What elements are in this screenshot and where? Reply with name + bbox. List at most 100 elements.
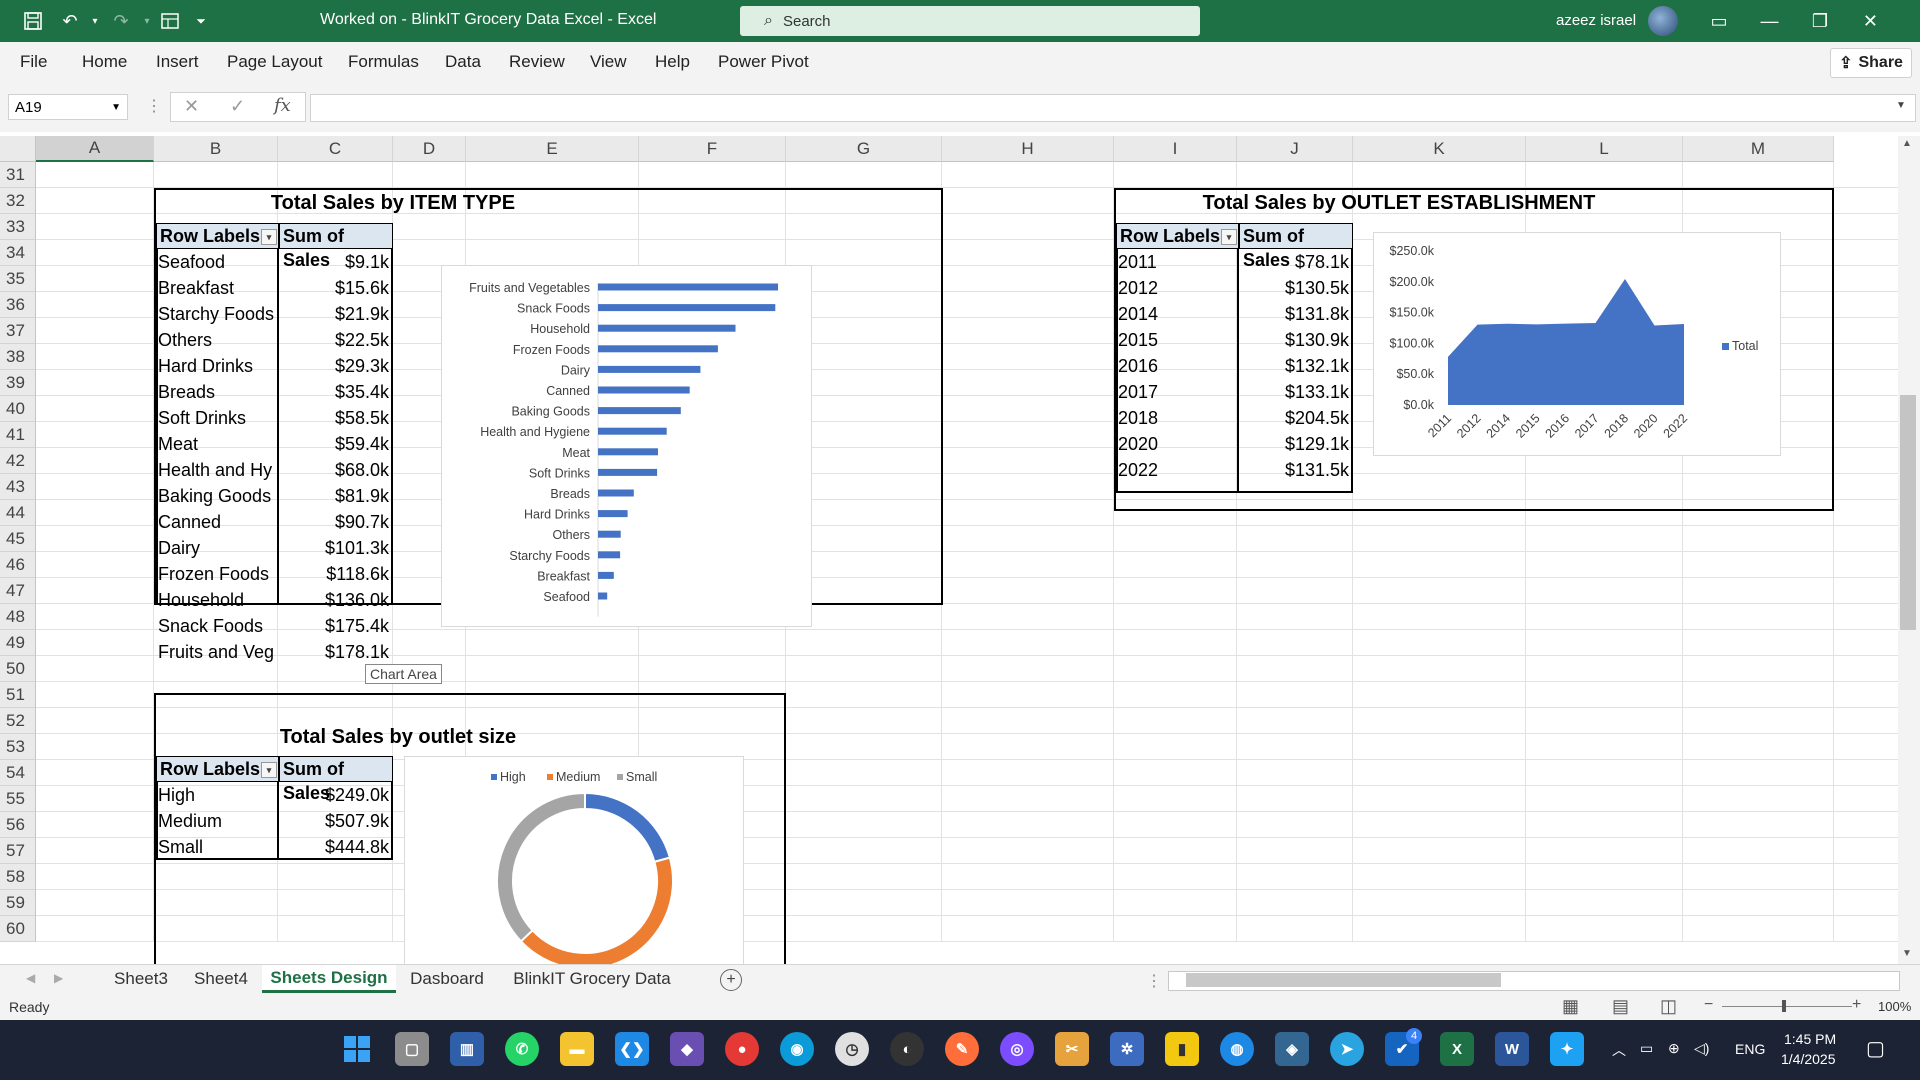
pivot-row-label[interactable]: Small [158, 837, 204, 857]
restore-icon[interactable]: ❐ [1811, 10, 1828, 31]
row-header-58[interactable]: 58 [0, 864, 36, 890]
bar-mark[interactable] [598, 489, 634, 497]
pivot-row-label[interactable]: 2016 [1118, 356, 1159, 376]
column-header-d[interactable]: D [393, 136, 466, 162]
bar-mark[interactable] [598, 551, 621, 559]
pivot-row-label[interactable]: Seafood [158, 252, 226, 272]
column-header-k[interactable]: K [1353, 136, 1526, 162]
column-header-a[interactable]: A [36, 136, 154, 162]
pivot-row-value[interactable]: $118.6k [326, 564, 389, 584]
row-header-57[interactable]: 57 [0, 838, 36, 864]
pivot-row-label[interactable]: 2015 [1118, 330, 1159, 350]
row-header-33[interactable]: 33 [0, 214, 36, 240]
formula-input[interactable] [310, 94, 1916, 122]
bar-mark[interactable] [598, 386, 690, 394]
clock-icon[interactable]: ◷ [835, 1032, 869, 1066]
page-layout-view-icon[interactable]: ▤ [1612, 996, 1630, 1016]
menu-help[interactable]: Help [655, 52, 690, 71]
pivot-row-label[interactable]: Meat [158, 434, 199, 454]
postman-icon[interactable]: ✎ [945, 1032, 979, 1066]
file-explorer-icon[interactable]: ▬ [560, 1032, 594, 1066]
column-header-b[interactable]: B [154, 136, 278, 162]
bar-mark[interactable] [598, 592, 608, 600]
pivot-row-value[interactable]: $133.1k [1284, 382, 1349, 402]
pivot-row-label[interactable]: Others [158, 330, 213, 350]
row-header-46[interactable]: 46 [0, 552, 36, 578]
prev-sheet-icon[interactable]: ◀ [26, 971, 36, 985]
pivot-row-value[interactable]: $130.5k [1284, 278, 1349, 298]
pivot-row-label[interactable]: 2011 [1118, 252, 1157, 272]
menu-file[interactable]: File [20, 52, 48, 71]
pivot-row-label[interactable]: Starchy Foods [158, 304, 275, 324]
row-header-38[interactable]: 38 [0, 344, 36, 370]
bar-mark[interactable] [598, 530, 621, 538]
pivot-row-label[interactable]: Baking Goods [158, 486, 272, 506]
avatar[interactable] [1648, 6, 1678, 36]
bar-mark[interactable] [598, 468, 658, 476]
add-sheet-icon[interactable]: + [720, 969, 742, 991]
bar-mark[interactable] [598, 365, 701, 373]
pivot-row-value[interactable]: $78.1k [1294, 252, 1349, 272]
row-header-55[interactable]: 55 [0, 786, 36, 812]
outlet-est-row-labels-header[interactable]: Row Labels ▾ [1116, 223, 1239, 249]
save-icon[interactable] [18, 6, 48, 36]
row-header-31[interactable]: 31 [0, 162, 36, 188]
row-header-50[interactable]: 50 [0, 656, 36, 682]
bar-mark[interactable] [598, 407, 681, 415]
column-header-l[interactable]: L [1526, 136, 1683, 162]
widgets-icon[interactable]: ▥ [450, 1032, 484, 1066]
pivot-row-value[interactable]: $9.1k [344, 252, 389, 272]
outlet-size-row-labels-header[interactable]: Row Labels ▾ [156, 756, 279, 782]
column-header-h[interactable]: H [942, 136, 1114, 162]
telegram-icon[interactable]: ➤ [1330, 1032, 1364, 1066]
row-header-42[interactable]: 42 [0, 448, 36, 474]
chrome-icon[interactable]: ● [725, 1032, 759, 1066]
row-header-47[interactable]: 47 [0, 578, 36, 604]
app-drop-icon[interactable]: ◐ [890, 1032, 924, 1066]
column-header-j[interactable]: J [1237, 136, 1353, 162]
row-header-39[interactable]: 39 [0, 370, 36, 396]
bar-mark[interactable] [598, 345, 718, 353]
pivot-row-value[interactable]: $204.5k [1284, 408, 1349, 428]
excel-icon[interactable]: X [1440, 1032, 1474, 1066]
column-header-i[interactable]: I [1114, 136, 1237, 162]
menu-page-layout[interactable]: Page Layout [227, 52, 323, 71]
donut-slice-medium[interactable] [519, 856, 675, 964]
pivot-row-value[interactable]: $29.3k [334, 356, 389, 376]
tab-splitter-icon[interactable]: ⋮ [1146, 973, 1162, 990]
tab-sheet4[interactable]: Sheet4 [194, 969, 248, 988]
next-sheet-icon[interactable]: ▶ [54, 971, 64, 985]
column-header-c[interactable]: C [278, 136, 393, 162]
minimize-icon[interactable]: — [1760, 10, 1779, 31]
pivot-row-value[interactable]: $68.0k [334, 460, 389, 480]
pivot-row-value[interactable]: $21.9k [334, 304, 389, 324]
row-header-32[interactable]: 32 [0, 188, 36, 214]
ribbon-display-icon[interactable]: ▭ [1710, 10, 1728, 31]
pivot-row-label[interactable]: 2022 [1118, 460, 1159, 480]
row-header-36[interactable]: 36 [0, 292, 36, 318]
pivot-row-label[interactable]: Soft Drinks [158, 408, 247, 428]
menu-view[interactable]: View [590, 52, 627, 71]
column-header-g[interactable]: G [786, 136, 942, 162]
row-header-54[interactable]: 54 [0, 760, 36, 786]
row-header-52[interactable]: 52 [0, 708, 36, 734]
menu-review[interactable]: Review [509, 52, 565, 71]
row-header-56[interactable]: 56 [0, 812, 36, 838]
row-header-43[interactable]: 43 [0, 474, 36, 500]
enter-icon[interactable]: ✓ [230, 96, 246, 116]
pivot-row-label[interactable]: Snack Foods [158, 616, 264, 636]
scroll-up-icon[interactable]: ▲ [1902, 138, 1912, 149]
pivot-row-label[interactable]: Canned [158, 512, 222, 532]
tab-blinkit-grocery-data[interactable]: BlinkIT Grocery Data [513, 969, 671, 988]
windows-start-icon[interactable] [340, 1032, 374, 1066]
postgres-icon[interactable]: ◈ [1275, 1032, 1309, 1066]
zoom-in-icon[interactable]: + [1852, 996, 1862, 1013]
outlet-size-donut-chart[interactable]: High Medium Small [404, 756, 744, 964]
settings-icon[interactable]: ✲ [1110, 1032, 1144, 1066]
bar-mark[interactable] [598, 571, 614, 579]
filter-dropdown-icon[interactable]: ▾ [261, 762, 277, 778]
scroll-down-icon[interactable]: ▼ [1902, 948, 1912, 959]
close-icon[interactable]: ✕ [1862, 10, 1878, 31]
bar-mark[interactable] [598, 448, 658, 456]
